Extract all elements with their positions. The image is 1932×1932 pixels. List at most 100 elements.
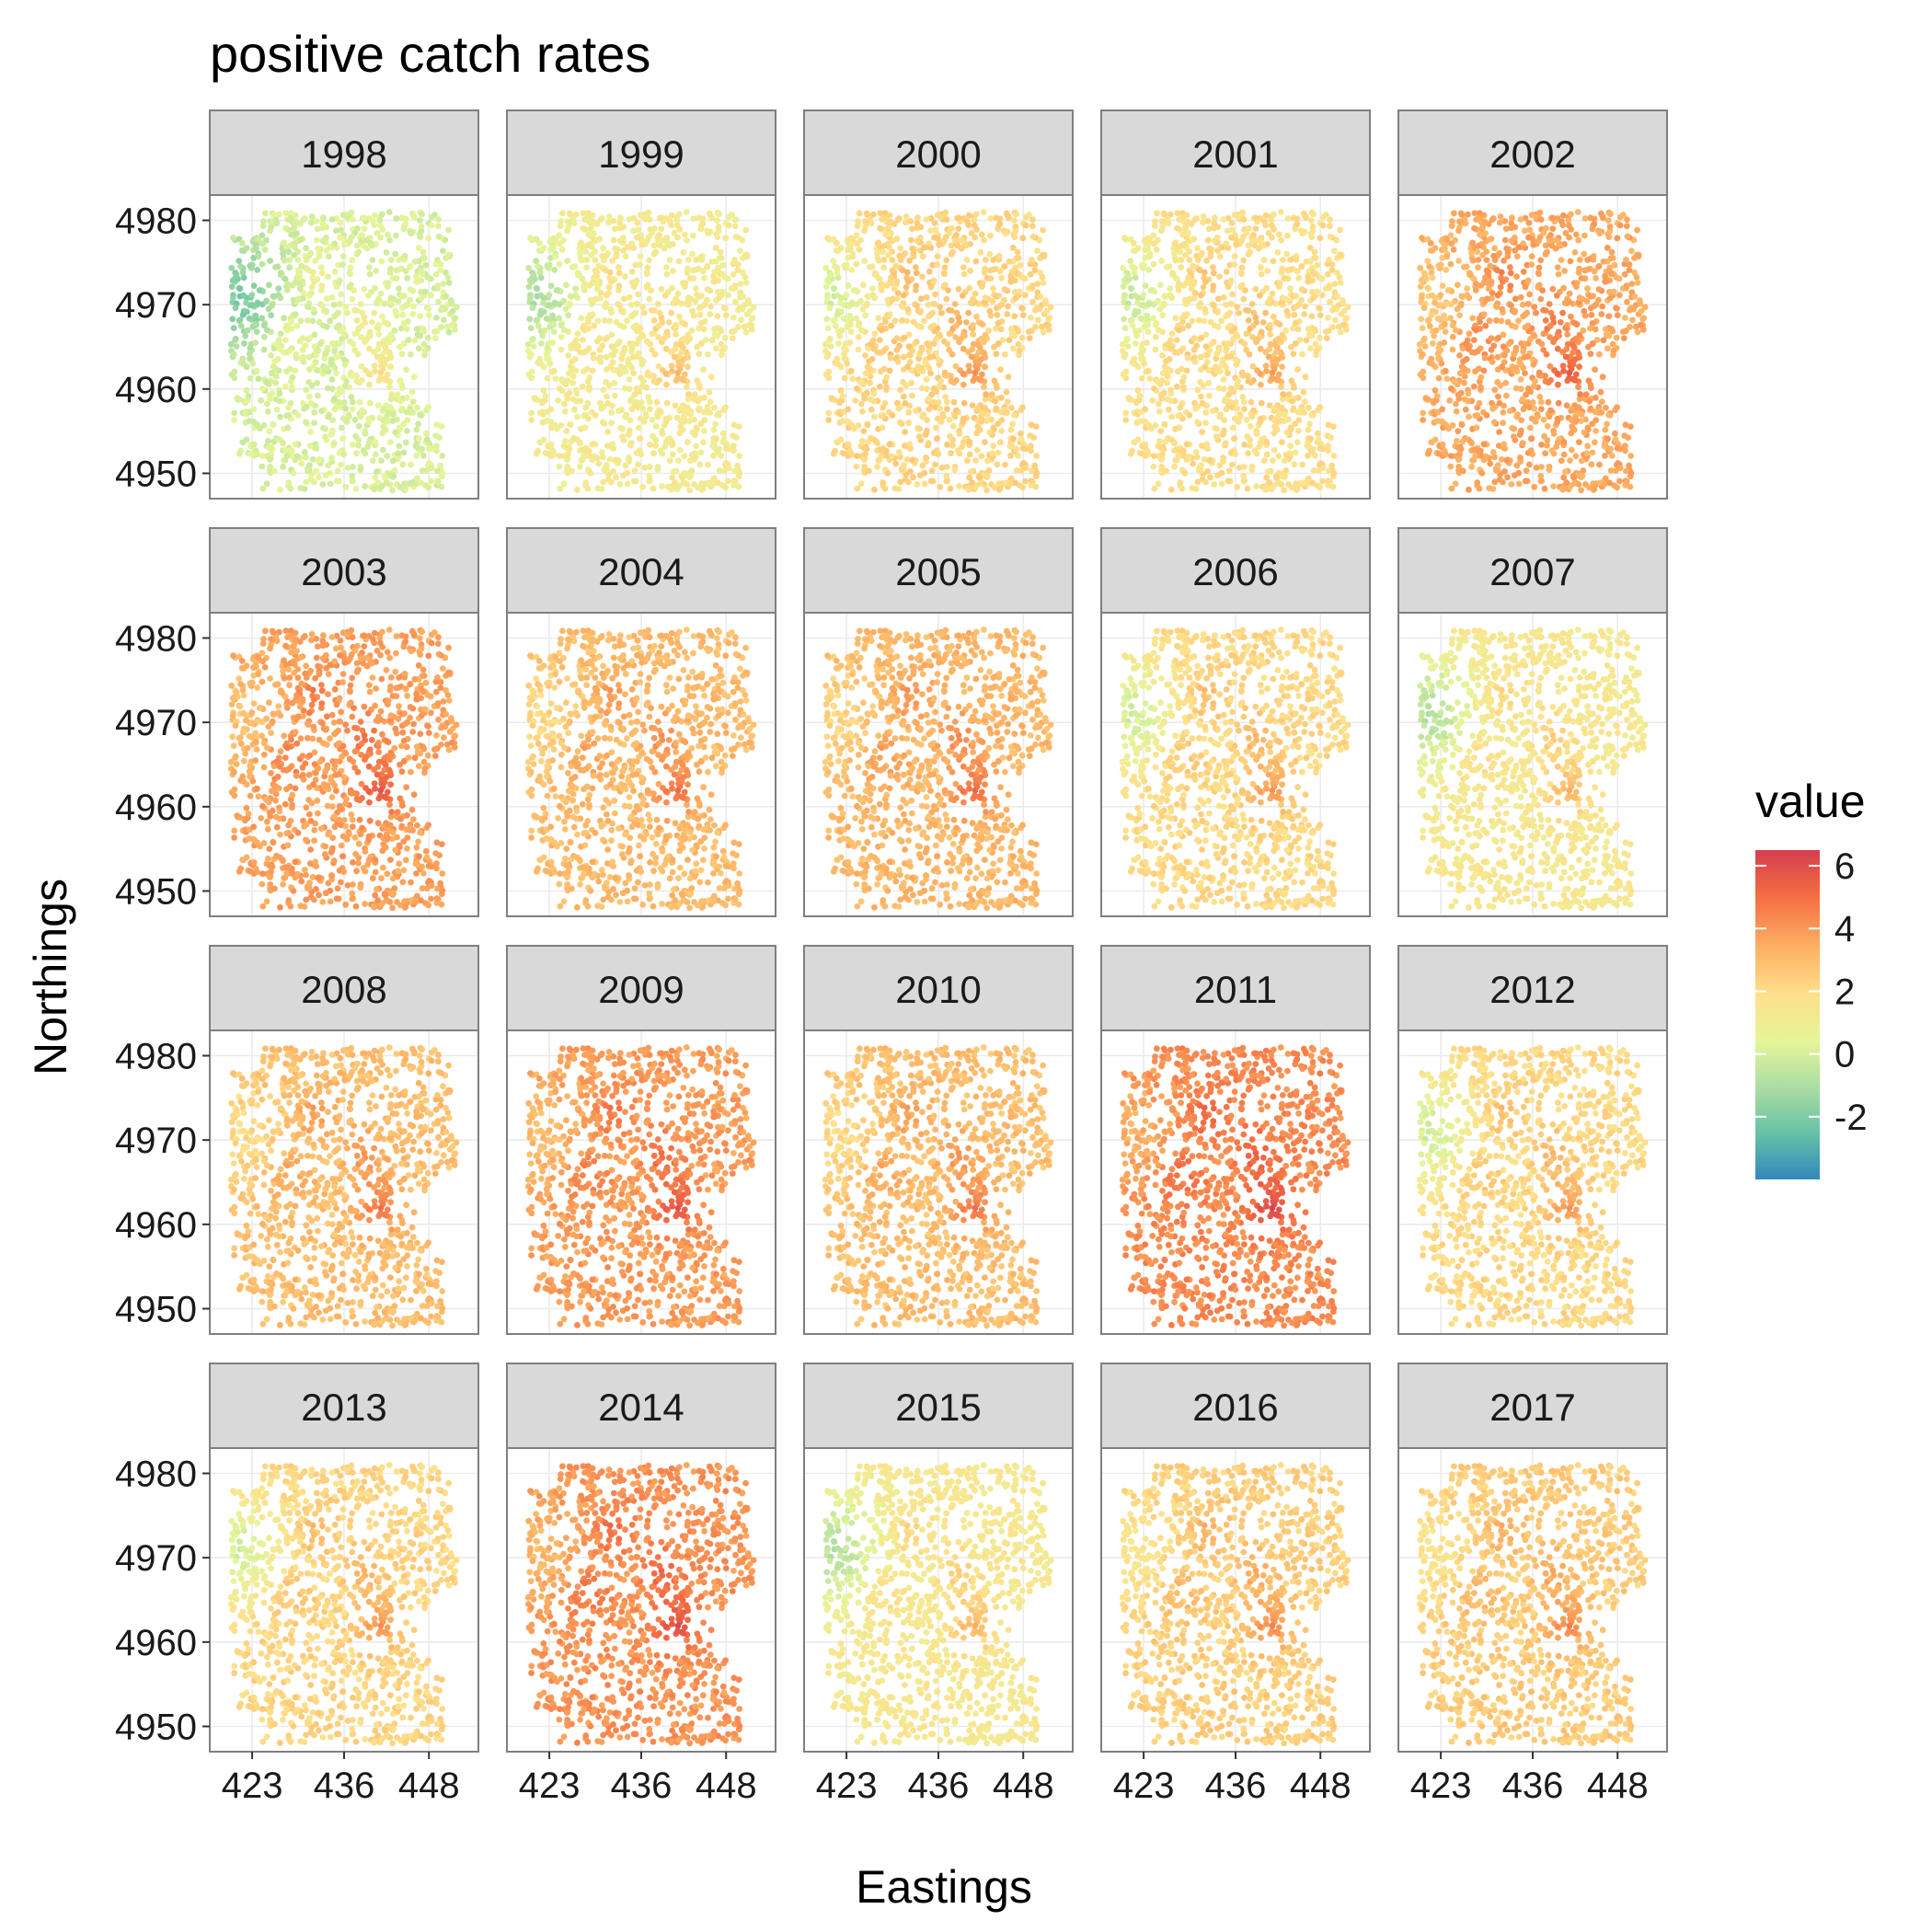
scatter-point — [1262, 349, 1269, 355]
scatter-point — [361, 285, 368, 293]
scatter-point — [319, 302, 326, 309]
scatter-point — [656, 407, 662, 414]
scatter-point — [544, 450, 551, 457]
scatter-point — [665, 319, 673, 326]
scatter-point — [585, 318, 592, 326]
scatter-point — [1029, 282, 1036, 289]
scatter-point — [289, 384, 295, 391]
scatter-point — [673, 322, 679, 328]
scatter-point — [445, 226, 452, 234]
scatter-point — [531, 395, 538, 402]
scatter-point — [857, 480, 865, 488]
scatter-point — [540, 245, 547, 251]
scatter-point — [404, 417, 411, 423]
scatter-point — [655, 237, 661, 245]
scatter-point — [880, 412, 887, 419]
scatter-point — [676, 446, 684, 454]
scatter-point — [668, 212, 675, 219]
scatter-point — [707, 374, 715, 381]
scatter-point — [370, 485, 377, 492]
scatter-point — [434, 257, 441, 263]
scatter-point — [978, 453, 985, 460]
scatter-point — [1129, 263, 1135, 270]
scatter-point — [844, 360, 851, 367]
scatter-point — [443, 293, 450, 300]
scatter-point — [1204, 445, 1212, 452]
scatter-point — [876, 383, 883, 390]
scatter-point — [272, 264, 279, 270]
scatter-point — [425, 305, 431, 312]
scatter-point — [546, 360, 554, 367]
scatter-point — [386, 236, 393, 244]
scatter-point — [259, 260, 266, 268]
scatter-point — [646, 295, 653, 303]
scatter-point — [537, 274, 545, 282]
scatter-point — [997, 408, 1005, 416]
scatter-point — [870, 390, 878, 397]
scatter-point — [888, 322, 895, 329]
scatter-point — [413, 278, 420, 285]
scatter-point — [377, 290, 385, 297]
scatter-point — [970, 331, 977, 338]
scatter-point — [387, 265, 394, 272]
scatter-point — [986, 250, 994, 258]
scatter-point — [689, 250, 696, 258]
scatter-point — [1168, 270, 1176, 276]
scatter-point — [422, 261, 430, 269]
scatter-point — [1138, 262, 1145, 270]
scatter-point — [724, 275, 731, 282]
scatter-point — [1191, 359, 1199, 365]
scatter-point — [425, 235, 432, 242]
scatter-point — [730, 315, 737, 321]
scatter-point — [737, 281, 744, 287]
scatter-point — [294, 412, 302, 419]
scatter-point — [1299, 461, 1305, 468]
scatter-point — [1159, 312, 1166, 319]
scatter-point — [1214, 295, 1222, 303]
scatter-point — [1295, 274, 1302, 282]
scatter-point — [880, 404, 887, 411]
scatter-point — [449, 321, 455, 328]
scatter-point — [907, 236, 914, 244]
scatter-point — [339, 325, 347, 332]
scatter-point — [1202, 331, 1210, 339]
scatter-point — [646, 257, 653, 264]
scatter-point — [364, 443, 372, 450]
scatter-point — [854, 453, 860, 459]
scatter-point — [1634, 280, 1641, 286]
scatter-point — [1157, 282, 1164, 289]
scatter-point — [1210, 408, 1216, 414]
scatter-point — [386, 404, 394, 411]
scatter-point — [923, 454, 929, 461]
scatter-point — [735, 423, 742, 430]
scatter-point — [1310, 445, 1317, 453]
scatter-point — [286, 264, 293, 271]
scatter-point — [1019, 305, 1026, 312]
scatter-point — [1249, 362, 1257, 370]
scatter-point — [266, 444, 273, 452]
scatter-point — [1275, 231, 1282, 238]
scatter-point — [349, 398, 356, 406]
scatter-point — [318, 270, 326, 277]
scatter-point — [1517, 376, 1524, 383]
scatter-point — [259, 232, 266, 239]
scatter-point — [638, 356, 645, 363]
scatter-point — [420, 452, 427, 459]
scatter-point — [558, 333, 565, 340]
scatter-point — [605, 283, 613, 291]
scatter-point — [1032, 324, 1039, 330]
scatter-point — [969, 402, 976, 409]
scatter-point — [421, 347, 429, 354]
scatter-point — [865, 293, 872, 300]
scatter-point — [696, 351, 703, 358]
scatter-point — [654, 466, 661, 473]
scatter-point — [675, 258, 683, 265]
scatter-point — [837, 386, 845, 394]
scatter-point — [269, 218, 275, 225]
scatter-point — [1229, 291, 1236, 298]
scatter-point — [711, 330, 719, 338]
scatter-point — [349, 477, 356, 485]
scatter-point — [684, 294, 692, 302]
scatter-point — [328, 359, 335, 366]
